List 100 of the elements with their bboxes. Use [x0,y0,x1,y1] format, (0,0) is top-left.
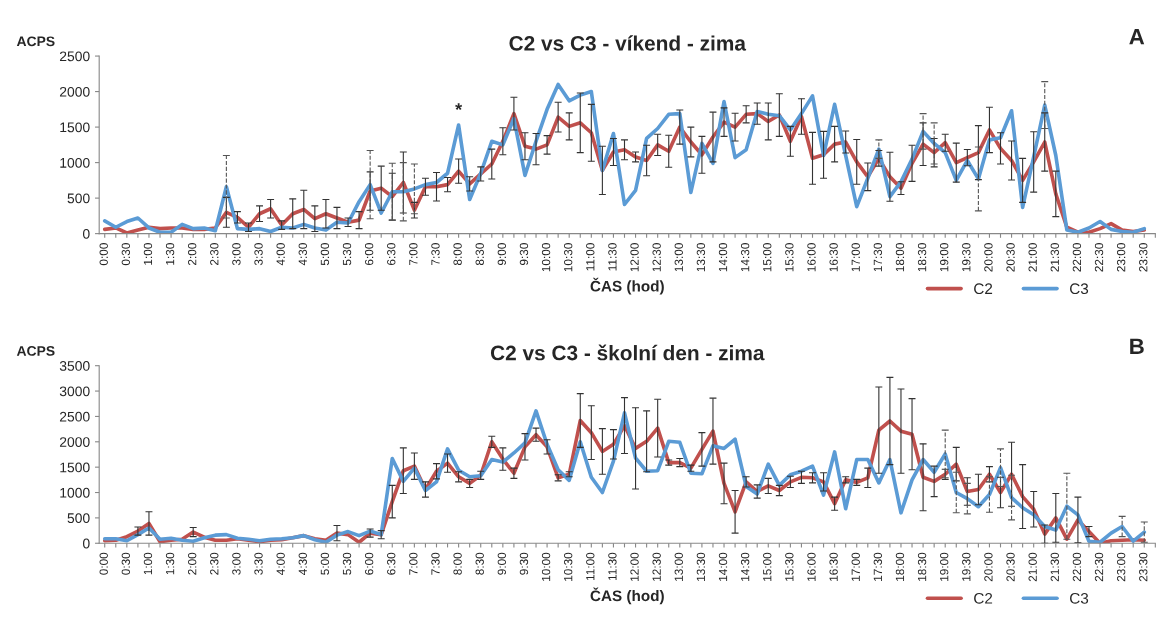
x-tick-label: 12:00 [630,552,639,581]
x-tick-label: 18:00 [895,552,905,581]
x-tick-label: 3:00 [232,552,241,575]
x-tick-label: 22:30 [1094,552,1104,582]
y-tick-label: 1500 [60,462,90,473]
x-tick-label: 14:00 [718,552,728,581]
x-tick-label: 6:00 [364,243,374,266]
x-tick-label: 14:30 [740,552,750,581]
x-tick-label: 6:30 [387,243,396,266]
x-tick-label: 1:00 [143,243,153,265]
legend-label: C3 [1070,592,1089,604]
y-tick-label: 500 [67,193,90,204]
x-tick-label: 6:30 [387,552,396,575]
x-tick-label: 11:00 [586,243,595,271]
x-tick-label: 17:30 [873,243,883,272]
x-tick-label: 0:00 [99,552,108,575]
x-tick-label: 13:00 [674,243,683,272]
x-tick-label: 14:30 [740,243,750,272]
x-tick-label: 3:30 [254,552,263,575]
y-tick-label: 0 [82,538,90,549]
x-tick-label: 20:30 [1006,552,1015,582]
x-tick-label: 8:30 [475,552,484,575]
legend-label: C2 [974,283,993,295]
y-tick-label: 1000 [60,157,90,168]
x-tick-label: 21:30 [1050,552,1059,582]
x-tick-label: 15:00 [763,552,772,581]
y-tick-label: 1500 [60,122,90,133]
x-tick-label: 18:30 [917,552,927,581]
x-tick-label: 5:00 [320,243,330,266]
y-axis-title: ACPS [16,36,55,47]
x-tick-label: 1:00 [143,552,153,575]
line-series [102,82,1147,234]
x-tick-label: 2:30 [210,552,219,575]
x-tick-label: 5:00 [320,552,330,575]
x-tick-label: 23:30 [1139,243,1148,272]
x-tick-label: 5:30 [342,552,352,575]
x-tick-label: 9:00 [497,243,507,266]
x-tick-label: 11:30 [608,243,617,271]
x-tick-label: 20:00 [984,243,993,272]
x-tick-label: 20:00 [984,552,993,582]
x-tick-label: 2:00 [188,243,197,266]
legend-label: C3 [1070,283,1089,295]
x-tick-label: 1:30 [165,552,175,575]
x-tick-label: 13:30 [696,552,706,581]
y-tick-label: 2500 [59,51,90,62]
x-tick-label: 13:30 [696,243,706,272]
x-tick-label: 8:00 [453,552,462,575]
x-tick-label: 16:00 [807,552,816,581]
chart-title: C2 vs C3 - víkend - zima [509,35,747,51]
x-tick-label: 7:00 [409,243,418,266]
x-tick-label: 2:30 [210,243,219,266]
x-tick-label: 16:30 [829,243,838,272]
x-tick-label: 12:30 [652,552,661,581]
y-tick-label: 0 [82,228,90,239]
x-tick-label: 9:30 [519,243,529,266]
x-tick-label: 0:00 [99,243,108,266]
y-tick-label: 3500 [59,361,90,371]
x-tick-label: 19:00 [940,243,949,272]
x-tick-label: 23:30 [1139,552,1148,582]
text: B [1130,338,1144,354]
x-tick-label: 22:30 [1094,243,1104,272]
x-tick-label: 18:30 [917,243,927,272]
x-tick-label: 10:30 [564,243,573,272]
x-tick-label: 17:30 [873,552,883,581]
x-tick-label: 4:30 [298,243,307,266]
x-tick-label: 23:00 [1116,552,1126,582]
x-tick-label: 22:00 [1072,243,1082,272]
x-tick-label: 8:30 [475,243,484,266]
x-tick-label: 1:30 [165,243,175,265]
x-tick-label: 7:30 [431,243,440,266]
x-tick-label: 3:30 [254,243,263,266]
x-tick-label: 10:30 [564,552,573,581]
x-tick-label: 4:00 [276,552,285,575]
x-tick-label: 17:00 [851,552,860,581]
x-tick-label: 4:30 [298,552,307,575]
x-tick-label: 15:00 [763,243,772,272]
x-tick-label: 19:30 [962,243,971,272]
x-tick-label: 12:30 [652,243,661,272]
x-tick-label: 9:00 [497,552,507,575]
x-tick-label: 15:30 [785,552,794,581]
chart-title: C2 vs C3 - školní den - zima [490,344,765,361]
y-axis-title: ACPS [16,346,55,356]
x-tick-label: 19:00 [940,552,949,581]
x-tick-label: 11:30 [608,552,617,581]
y-tick-label: 500 [67,513,90,524]
text: A [1129,29,1145,45]
x-tick-label: 16:00 [807,243,816,272]
x-tick-label: 17:00 [851,243,860,272]
x-tick-label: 7:00 [409,552,418,575]
x-tick-label: 15:30 [785,243,794,272]
x-tick-label: 6:00 [364,552,374,575]
x-tick-label: 22:00 [1072,552,1082,582]
y-tick-label: 2000 [59,437,90,447]
x-tick-label: 20:30 [1006,243,1015,272]
x-tick-label: 0:30 [121,243,131,266]
x-tick-label: 4:00 [276,243,285,266]
x-axis-title: ČAS (hod) [590,587,664,605]
x-tick-label: 13:00 [674,552,683,581]
x-tick-label: 0:30 [121,552,131,575]
x-tick-label: 3:00 [232,243,241,266]
